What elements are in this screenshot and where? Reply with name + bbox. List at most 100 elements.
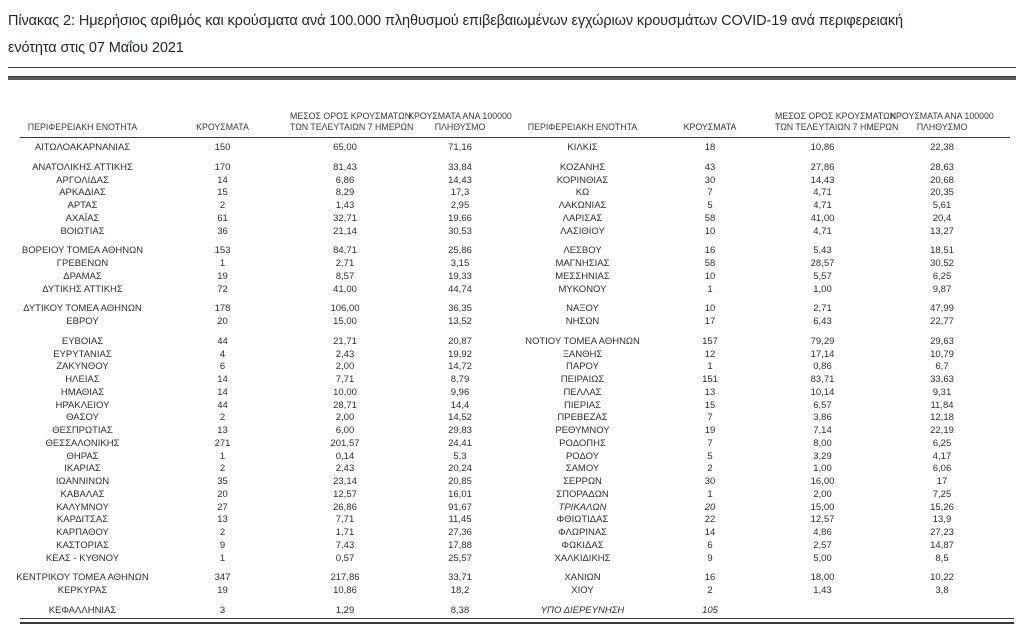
region-name-cell: ΚΟΡΙΝΘΙΑΣ xyxy=(556,174,609,186)
per100k-cell: 6,25 xyxy=(932,437,952,449)
cases-cell: 15 xyxy=(704,399,716,411)
avg7-cell: 10,86 xyxy=(333,585,357,596)
cases-cell: 16 xyxy=(704,572,716,584)
region-name-cell: ΚΑΡΠΑΘΟΥ xyxy=(56,527,109,538)
per100k-cell: 13,27 xyxy=(930,225,954,237)
table-row: ΗΛΕΙΑΣ 14 7,71 8,79 ΠΕΙΡΑΙΩΣ 151 83,71 33,63 xyxy=(10,374,1014,387)
region-name-cell: ΑΙΤΩΛΟΑΚΑΡΝΑΝΙΑΣ xyxy=(34,142,131,153)
avg7-cell: 0,57 xyxy=(335,552,355,564)
per100k-cell: 44,74 xyxy=(448,283,472,295)
avg7-cell: 1,29 xyxy=(335,604,355,616)
region-name-cell: ΚΑΛΥΜΝΟΥ xyxy=(56,501,109,513)
region-name-cell: ΔΥΤΙΚΟΥ ΤΟΜΕΑ ΑΘΗΝΩΝ xyxy=(23,303,142,315)
cases-cell: 347 xyxy=(214,572,231,584)
per100k-cell: 25,57 xyxy=(448,552,472,564)
table-row: ΓΡΕΒΕΝΩΝ 1 2,71 3,15 ΜΑΓΝΗΣΙΑΣ 58 28,57 30,52 xyxy=(10,258,1014,271)
cases-cell: 14 xyxy=(704,527,716,538)
per100k-cell: 9,87 xyxy=(932,283,952,295)
cases-cell: 22 xyxy=(704,514,716,526)
cases-cell: 2 xyxy=(219,527,226,538)
table-header: ΠΕΡΙΦΕΡΕΙΑΚΗ ΕΝΟΤΗΤΑ ΚΡΟΥΣΜΑΤΑ ΜΕΣΟΣ ΟΡΟ… xyxy=(10,100,1014,136)
table-row: ΚΕΦΑΛΛΗΝΙΑΣ 3 1,29 8,38 ΥΠΟ ΔΙΕΡΕΥΝΗΣΗ 105 xyxy=(10,605,1014,618)
avg7-cell: 8,57 xyxy=(335,270,355,282)
per100k-cell: 9,96 xyxy=(450,386,470,398)
avg7-cell: 1,43 xyxy=(813,585,832,596)
per100k-cell: 14,72 xyxy=(448,361,472,373)
cases-cell: 1 xyxy=(219,450,226,462)
per100k-cell: 29,83 xyxy=(448,425,472,436)
cases-cell: 2 xyxy=(707,585,713,596)
region-name-cell: ΞΑΝΘΗΣ xyxy=(562,348,603,360)
region-name-cell: ΦΘΙΩΤΙΔΑΣ xyxy=(556,514,609,526)
region-name-cell: ΠΕΛΛΑΣ xyxy=(563,386,602,398)
cases-cell: 16 xyxy=(704,245,716,257)
avg7-cell: 10,14 xyxy=(810,386,835,398)
per100k-cell: 10,22 xyxy=(930,572,954,584)
avg7-cell: 3,29 xyxy=(813,450,832,462)
per100k-cell: 27,23 xyxy=(930,527,954,538)
avg7-cell: 10,86 xyxy=(810,142,835,153)
per100k-cell: 19,66 xyxy=(448,212,472,224)
cases-cell: 5 xyxy=(707,200,713,211)
per100k-cell: 22,77 xyxy=(930,316,954,327)
row-group: ΒΟΡΕΙΟΥ ΤΟΜΕΑ ΑΘΗΝΩΝ 153 84,71 25,86 ΛΕΣΒΟΥ 1… xyxy=(10,245,1014,296)
cases-cell: 61 xyxy=(217,212,228,224)
cases-cell: 271 xyxy=(214,437,231,449)
avg7-cell: 26,86 xyxy=(333,501,357,513)
per100k-cell: 71,16 xyxy=(448,142,472,153)
avg7-cell: 5,57 xyxy=(813,270,832,282)
header-underline xyxy=(20,137,1010,138)
per100k-cell: 20,35 xyxy=(930,187,954,199)
avg7-cell: 7,43 xyxy=(335,539,355,551)
region-name-cell: ΑΡΚΑΔΙΑΣ xyxy=(59,187,106,199)
avg7-cell: 7,71 xyxy=(335,374,355,385)
region-name-cell: ΝΗΣΩΝ xyxy=(565,316,600,327)
table-row: ΘΕΣΣΑΛΟΝΙΚΗΣ 271 201,57 24,41 ΡΟΔΟΠΗΣ 7 8,00 6,… xyxy=(10,438,1014,451)
avg7-cell: 2,43 xyxy=(335,463,355,475)
avg7-cell: 2,71 xyxy=(813,303,832,315)
avg7-cell: 201,57 xyxy=(330,437,360,449)
header-per100k-right-line2: ΠΛΗΘΥΣΜΟ xyxy=(916,122,968,132)
avg7-cell: 4,71 xyxy=(813,200,832,211)
header-avg7-left-line2: ΤΩΝ ΤΕΛΕΥΤΑΙΩΝ 7 ΗΜΕΡΩΝ xyxy=(290,122,414,132)
avg7-cell: 83,71 xyxy=(810,374,835,385)
per100k-cell: 14,52 xyxy=(448,412,472,424)
table-row: ΚΑΣΤΟΡΙΑΣ 9 7,43 17,88 ΦΩΚΙΔΑΣ 6 2,57 14,87 xyxy=(10,540,1014,553)
avg7-cell: 1,71 xyxy=(335,527,355,538)
avg7-cell: 1,43 xyxy=(335,200,355,211)
region-name-cell: ΙΚΑΡΙΑΣ xyxy=(64,463,101,475)
table-row: ΕΒΡΟΥ 20 15,00 13,52 ΝΗΣΩΝ 17 6,43 22,77 xyxy=(10,316,1014,329)
region-name-cell: ΚΕΦΑΛΛΗΝΙΑΣ xyxy=(48,604,117,616)
header-avg7-right-line1: ΜΕΣΟΣ ΟΡΟΣ ΚΡΟΥΣΜΑΤΩΝ xyxy=(775,111,897,121)
region-name-cell: ΧΑΝΙΩΝ xyxy=(564,572,601,584)
cases-cell: 10 xyxy=(704,225,716,237)
cases-cell: 20 xyxy=(217,316,228,327)
region-name-cell: ΑΡΓΟΛΙΔΑΣ xyxy=(56,174,109,186)
table-row: ΚΕΝΤΡΙΚΟΥ ΤΟΜΕΑ ΑΘΗΝΩΝ 347 217,86 33,71 ΧΑΝΙ… xyxy=(10,572,1014,585)
per100k-cell: 20,24 xyxy=(448,463,472,475)
region-name-cell: ΚΕΝΤΡΙΚΟΥ ΤΟΜΕΑ ΑΘΗΝΩΝ xyxy=(16,572,149,584)
avg7-cell: 17,14 xyxy=(810,348,835,360)
cases-cell: 6 xyxy=(707,539,713,551)
table-row: ΘΕΣΠΡΩΤΙΑΣ 13 6,00 29,83 ΡΕΘΥΜΝΟΥ 19 7,14 22,19 xyxy=(10,425,1014,438)
avg7-cell: 18,00 xyxy=(810,572,835,584)
per100k-cell: 22,19 xyxy=(930,425,954,436)
region-name-cell: ΗΡΑΚΛΕΙΟΥ xyxy=(55,399,110,411)
avg7-cell: 6,43 xyxy=(813,316,832,327)
region-name-cell: ΑΝΑΤΟΛΙΚΗΣ ΑΤΤΙΚΗΣ xyxy=(32,161,133,173)
cases-cell: 15 xyxy=(217,187,228,199)
avg7-cell: 2,71 xyxy=(335,258,355,269)
avg7-cell: 2,00 xyxy=(335,361,355,373)
per100k-cell: 17,3 xyxy=(450,187,470,199)
cases-cell: 157 xyxy=(702,335,718,347)
region-name-cell: ΛΑΣΙΘΙΟΥ xyxy=(560,225,605,237)
table-bottom-rule xyxy=(20,618,1014,624)
region-name-cell: ΓΡΕΒΕΝΩΝ xyxy=(56,258,109,269)
cases-cell: 14 xyxy=(217,386,228,398)
cases-cell: 36 xyxy=(217,225,228,237)
avg7-cell: 4,86 xyxy=(813,527,832,538)
region-name-cell: ΚΩ xyxy=(575,187,590,199)
region-name-cell: ΣΕΡΡΩΝ xyxy=(563,476,602,487)
cases-cell: 7 xyxy=(707,412,713,424)
header-region-right: ΠΕΡΙΦΕΡΕΙΑΚΗ ΕΝΟΤΗΤΑ xyxy=(527,122,638,132)
